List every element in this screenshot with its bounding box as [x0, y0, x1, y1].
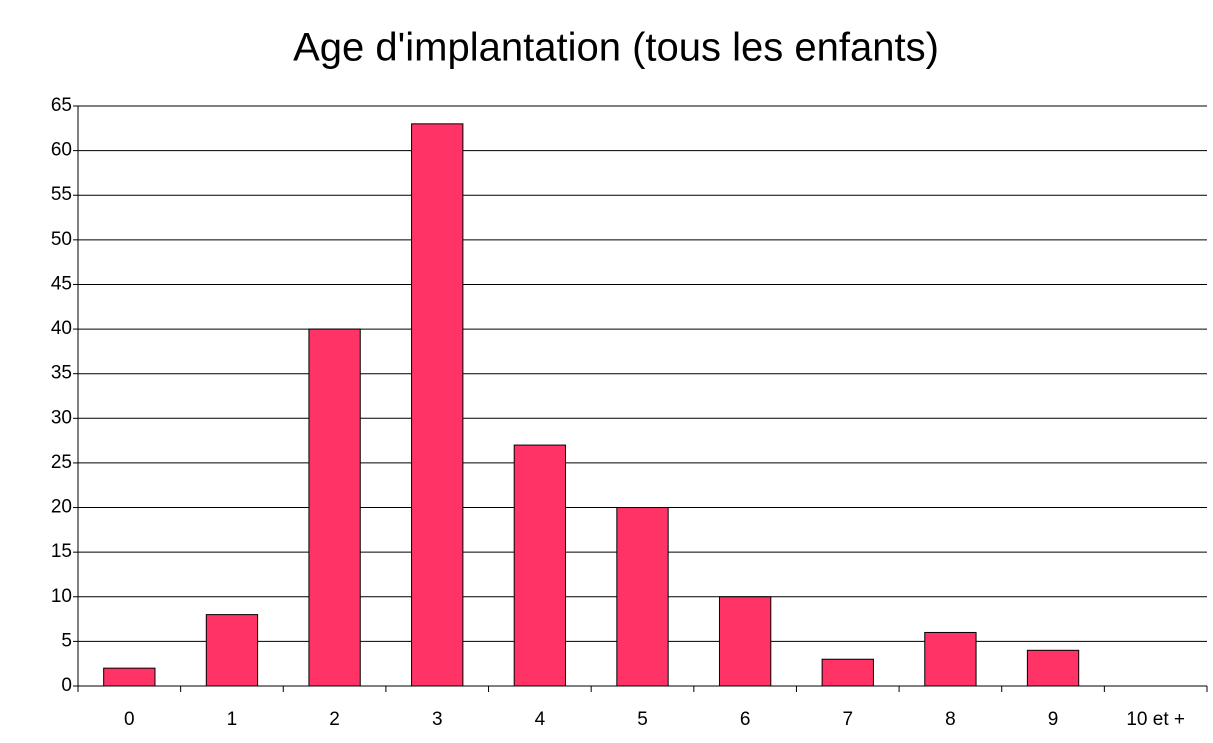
- x-tick-label: 6: [740, 709, 751, 730]
- y-tick-label: 55: [51, 184, 72, 205]
- bar: [103, 667, 156, 687]
- x-tick-label: 7: [842, 709, 853, 730]
- y-tick-label: 40: [51, 318, 72, 339]
- y-tick-label: 35: [51, 363, 72, 384]
- x-tick-label: 5: [637, 709, 648, 730]
- bar: [616, 507, 669, 687]
- x-tick-label: 3: [432, 709, 443, 730]
- y-tick-label: 0: [61, 675, 72, 696]
- x-tick-label: 2: [329, 709, 340, 730]
- y-tick-label: 30: [51, 407, 72, 428]
- bar: [924, 631, 977, 687]
- x-tick-label: 4: [535, 709, 546, 730]
- y-tick-label: 20: [51, 497, 72, 518]
- bar: [821, 658, 874, 687]
- bar: [1026, 649, 1080, 687]
- bar: [308, 328, 361, 687]
- bar: [205, 614, 259, 687]
- x-tick-label: 0: [124, 709, 135, 730]
- y-tick-label: 60: [51, 140, 72, 161]
- y-tick-label: 25: [51, 452, 72, 473]
- y-tick-label: 10: [51, 586, 72, 607]
- x-tick-label: 1: [227, 709, 238, 730]
- chart-title: Age d'implantation (tous les enfants): [293, 26, 939, 70]
- y-tick-label: 65: [51, 95, 72, 116]
- bar: [411, 123, 464, 687]
- y-tick-label: 50: [51, 229, 72, 250]
- x-tick-label: 10 et +: [1126, 709, 1185, 730]
- y-tick-label: 45: [51, 273, 72, 294]
- x-tick-label: 8: [945, 709, 956, 730]
- bar: [718, 596, 772, 687]
- bar: [513, 444, 567, 687]
- x-tick-label: 9: [1048, 709, 1059, 730]
- y-tick-label: 15: [51, 541, 72, 562]
- y-tick-label: 5: [61, 630, 72, 651]
